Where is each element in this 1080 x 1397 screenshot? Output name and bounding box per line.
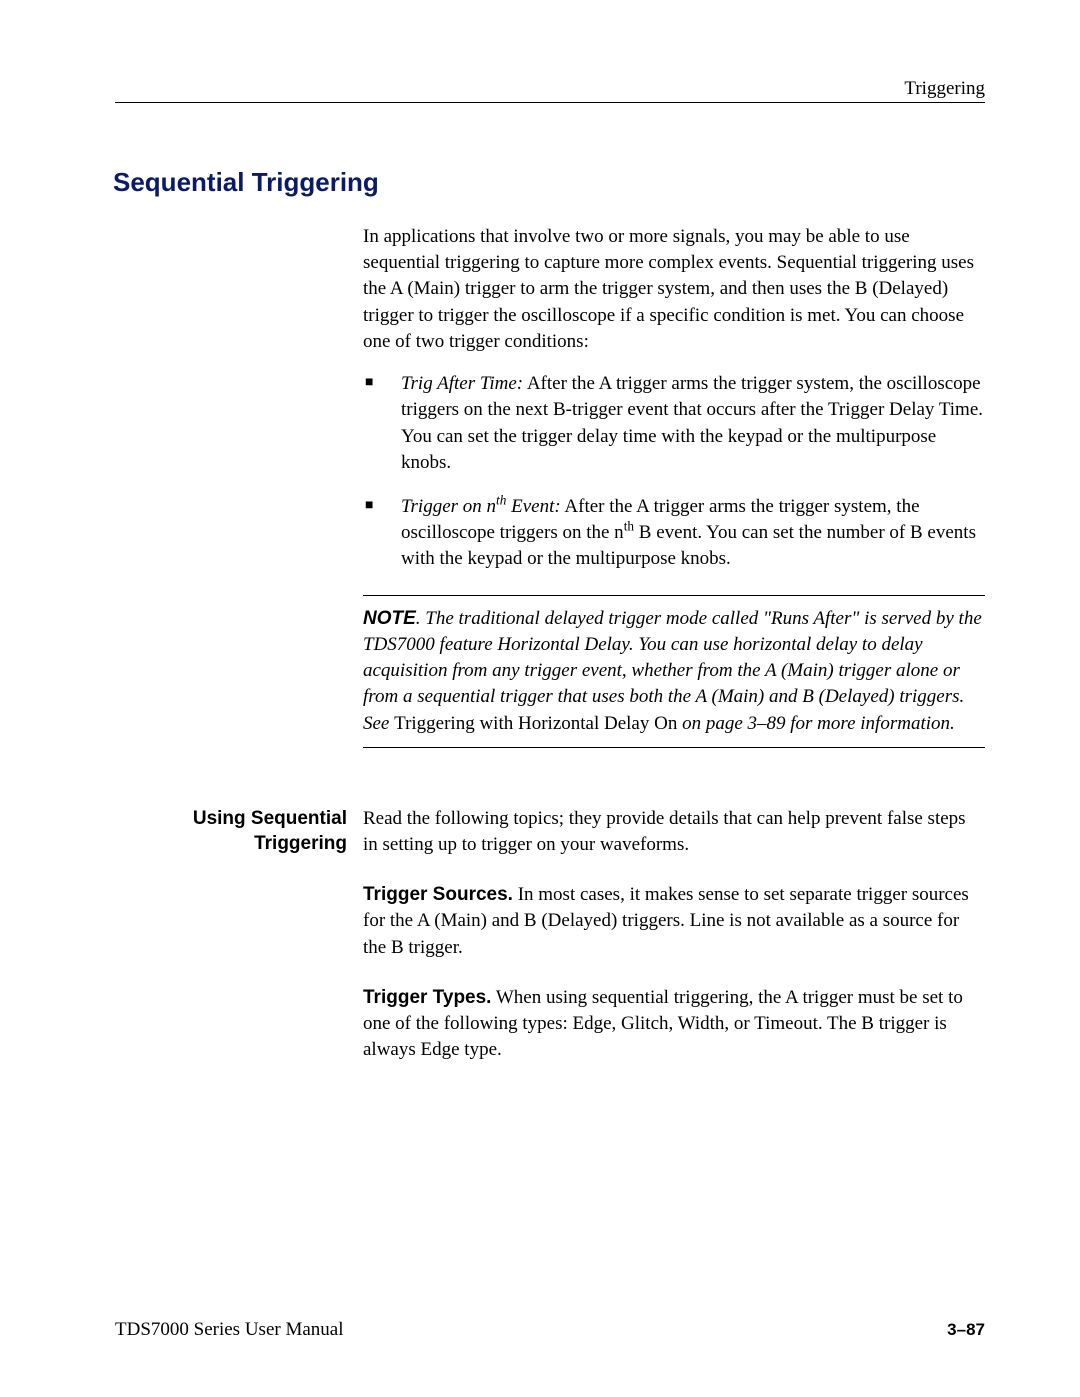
page-footer: TDS7000 Series User Manual 3–87 <box>115 1319 985 1341</box>
bullet-title: Trigger on nth Event: <box>401 496 561 517</box>
bullet-item: Trig After Time: After the A trigger arm… <box>363 371 985 476</box>
bullet-list: Trig After Time: After the A trigger arm… <box>363 371 985 573</box>
subsection-body: Read the following topics; they provide … <box>363 806 985 1088</box>
bullet-item: Trigger on nth Event: After the A trigge… <box>363 494 985 573</box>
note-label: NOTE <box>363 608 416 629</box>
section-title: Sequential Triggering <box>113 167 985 198</box>
note-body-ref: Triggering with Horizontal Delay On <box>394 713 677 734</box>
run-in-heading: Trigger Sources. <box>363 884 513 905</box>
intro-paragraph: In applications that involve two or more… <box>363 224 985 355</box>
page-header: Triggering <box>115 78 985 103</box>
bullet-title: Trig After Time: <box>401 373 523 394</box>
subsection-para: Trigger Types. When using sequential tri… <box>363 985 985 1064</box>
subsection-para: Trigger Sources. In most cases, it makes… <box>363 882 985 961</box>
subsection-para: Read the following topics; they provide … <box>363 806 985 858</box>
run-in-heading: Trigger Types. <box>363 987 491 1008</box>
footer-manual-title: TDS7000 Series User Manual <box>115 1319 344 1341</box>
body-column: In applications that involve two or more… <box>363 224 985 806</box>
side-label-empty <box>115 224 363 806</box>
subsection-side-label: Using Sequential Triggering <box>115 806 363 1088</box>
footer-page-number: 3–87 <box>947 1320 985 1340</box>
running-head: Triggering <box>904 78 985 100</box>
note-box: NOTE. The traditional delayed trigger mo… <box>363 595 985 748</box>
note-body-post: on page 3–89 for more information. <box>677 713 954 734</box>
